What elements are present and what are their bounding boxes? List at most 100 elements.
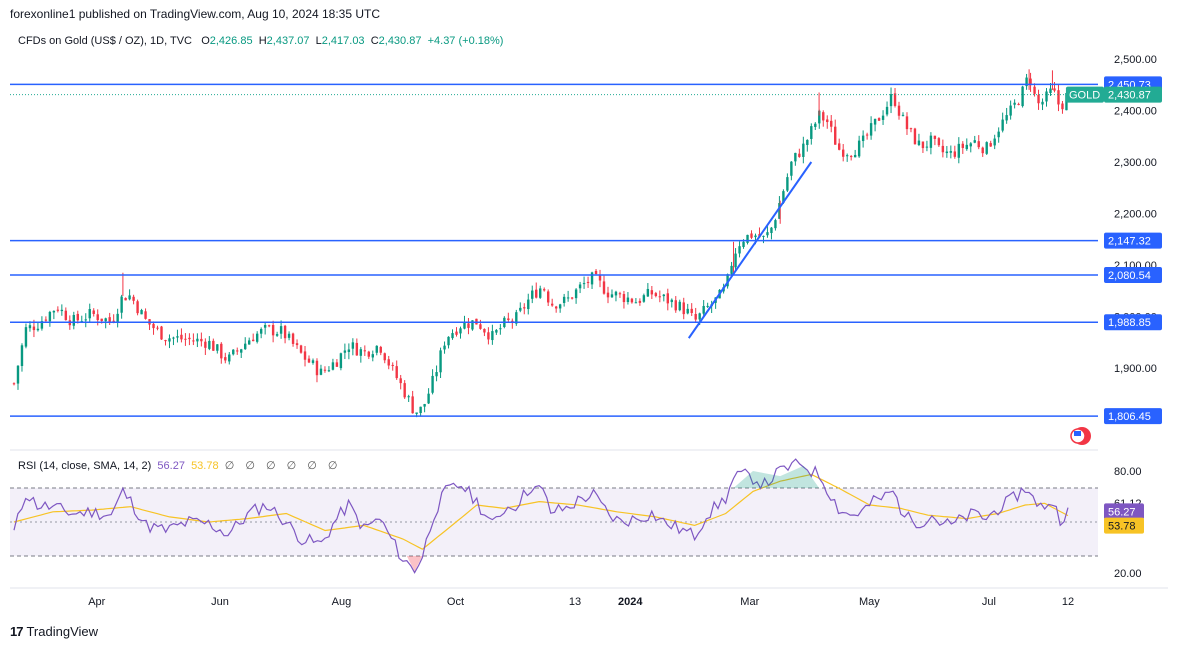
candle-body (327, 370, 331, 372)
candle-body (674, 300, 677, 311)
candle-body (295, 343, 299, 346)
candle-body (949, 151, 953, 153)
candle-body (232, 349, 235, 355)
candle-body (523, 307, 526, 309)
rsi-oversold-fill (406, 556, 423, 572)
candle-body (291, 333, 295, 344)
level-label: 1,988.85 (1108, 317, 1151, 329)
candle-body (734, 253, 737, 268)
candle-body (985, 142, 988, 154)
candle-body (690, 308, 693, 314)
candle-body (451, 333, 454, 339)
candle-body (220, 343, 223, 359)
candle-body (865, 134, 869, 136)
price-tick-label: 2,200.00 (1114, 209, 1157, 221)
time-tick-label: Jul (982, 596, 996, 608)
candle-body (307, 358, 311, 363)
candle-body (610, 294, 614, 298)
candle-body (670, 299, 673, 303)
candle-body (28, 325, 32, 329)
candle-body (554, 306, 558, 309)
candle-body (311, 360, 315, 363)
candle-body (921, 141, 925, 149)
candle-body (594, 270, 598, 274)
candle-body (511, 320, 514, 323)
candle-body (778, 203, 781, 219)
candle-body (455, 331, 458, 335)
candle-body (881, 115, 885, 120)
candle-body (375, 345, 378, 353)
candle-body (224, 357, 227, 361)
price-chart[interactable]: 2,500.002,400.002,300.002,200.002,100.00… (0, 0, 1177, 620)
candle-body (64, 310, 68, 321)
candle-body (339, 353, 343, 369)
candle-body (271, 325, 275, 336)
candle-body (925, 146, 929, 148)
candle-body (36, 328, 40, 331)
candle-body (590, 272, 594, 285)
candle-body (997, 131, 1000, 138)
candle-body (168, 338, 171, 342)
candle-body (822, 112, 825, 121)
candle-body (606, 292, 610, 298)
candle-body (124, 297, 127, 301)
candle-body (845, 155, 849, 157)
candle-body (315, 360, 319, 376)
candle-body (387, 359, 390, 366)
candle-body (861, 135, 865, 142)
rsi-tick-label: 20.00 (1114, 568, 1142, 580)
rsi-value-label-bg (1104, 503, 1144, 520)
candle-body (706, 305, 709, 307)
candle-body (367, 351, 371, 357)
candle-body (275, 334, 279, 336)
candle-body (299, 345, 303, 353)
level-label-bg (1104, 267, 1162, 284)
candle-body (144, 311, 147, 319)
candle-body (742, 241, 745, 247)
candle-body (359, 349, 363, 356)
time-tick-label: 2024 (618, 596, 643, 608)
candle-body (893, 93, 897, 106)
candle-body (794, 152, 797, 162)
rsi-hidden-values: ∅ ∅ ∅ ∅ ∅ ∅ (224, 460, 342, 472)
candle-body (786, 177, 789, 191)
candle-body (913, 128, 917, 145)
candle-body (240, 349, 243, 353)
candle-body (694, 313, 697, 320)
candle-body (841, 149, 845, 157)
candle-body (347, 349, 351, 353)
candle-body (598, 274, 602, 281)
candle-body (371, 354, 374, 358)
candle-body (228, 354, 231, 362)
candle-body (88, 309, 91, 319)
tradingview-logo-icon: 17 (10, 624, 24, 639)
price-tick-label: 2,400.00 (1114, 106, 1157, 118)
candle-body (546, 291, 550, 303)
candle-body (818, 110, 821, 124)
candle-body (351, 342, 355, 349)
candle-body (873, 118, 877, 125)
trendline (687, 161, 813, 339)
candle-body (92, 310, 95, 314)
rsi-sma-line (13, 473, 1069, 550)
candle-body (495, 329, 498, 333)
candle-body (128, 295, 131, 300)
candle-body (108, 317, 111, 322)
candle-body (802, 143, 805, 157)
candle-body (1013, 102, 1016, 105)
candle-body (746, 234, 749, 243)
candle-body (403, 383, 406, 398)
candle-body (44, 319, 48, 321)
open-value: 2,426.85 (209, 35, 253, 47)
candle-body (654, 293, 658, 297)
candle-body (849, 156, 853, 158)
candle-body (830, 120, 833, 127)
rsi-value-label: 56.27 (1108, 506, 1136, 518)
candle-body (550, 303, 554, 306)
candle-body (762, 235, 765, 237)
candle-body (463, 321, 466, 329)
candle-body (586, 281, 590, 283)
candle-body (208, 340, 211, 349)
candle-body (343, 350, 347, 353)
candle-body (136, 301, 139, 314)
